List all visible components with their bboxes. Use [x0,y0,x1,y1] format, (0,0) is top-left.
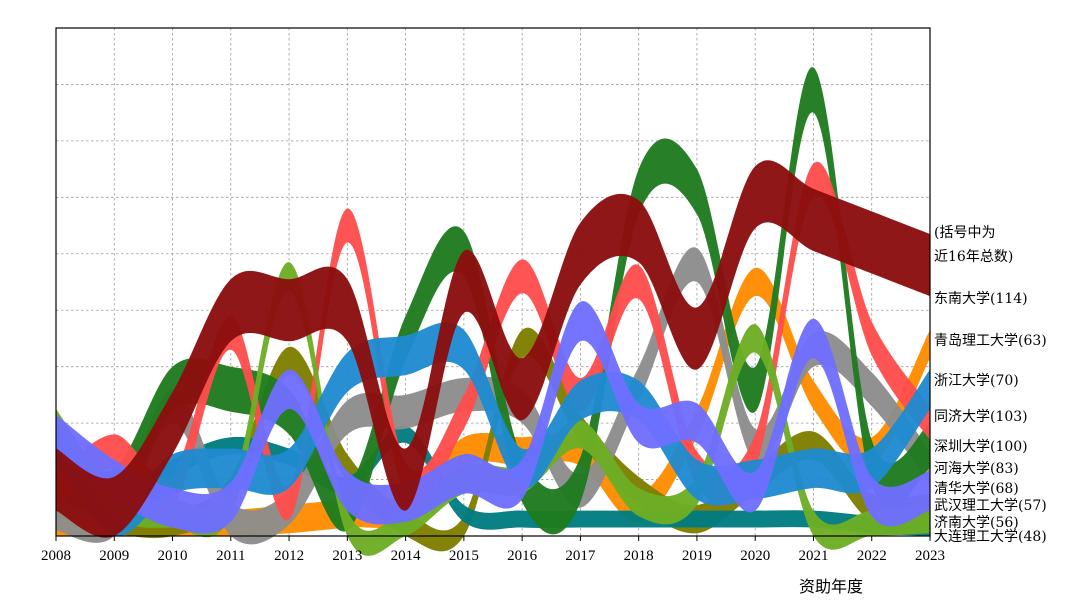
x-tick-label: 2012 [274,548,304,564]
series-label: 清华大学(68) [934,481,1019,497]
x-tick-label: 2009 [99,548,129,564]
plot-frame [55,27,931,537]
x-tick-label: 2013 [332,548,362,564]
x-tick-label: 2019 [682,548,712,564]
x-axis-ticks: 2008 2009 2010 2011 2012 2013 2014 2015 2016 2017… [41,536,945,564]
x-axis-title: 资助年度 [799,577,863,596]
series-label: 东南大学(114) [934,291,1028,307]
series-labels: 东南大学(114) 青岛理工大学(63) 浙江大学(70) 同济大学(103) 深圳大学… [934,291,1047,545]
x-tick-label: 2008 [41,548,71,564]
series-band [56,160,930,538]
series-label: 河海大学(83) [934,461,1019,477]
series-band [56,262,930,556]
x-tick-label: 2021 [798,548,828,564]
series-label: 武汉理工大学(57) [934,498,1047,514]
note-line-2: 近16年总数) [934,249,1013,265]
series-label: 济南大学(56) [934,515,1019,531]
x-tick-label: 2014 [391,548,422,564]
series-label: 同济大学(103) [934,409,1028,425]
x-tick-label: 2011 [216,548,245,564]
note-line-1: (括号中为 [934,225,995,241]
x-tick-label: 2016 [507,548,538,564]
series-label: 大连理工大学(48) [934,529,1047,545]
series-band [56,322,930,537]
x-tick-label: 2015 [449,548,479,564]
x-tick-label: 2018 [624,548,654,564]
series-band [56,301,930,534]
series-bands [56,67,930,556]
x-tick-label: 2020 [740,548,770,564]
x-tick-label: 2010 [158,548,188,564]
x-tick-label: 2023 [915,548,945,564]
series-label: 深圳大学(100) [934,439,1028,455]
x-tick-label: 2022 [857,548,887,564]
series-band [56,425,930,536]
x-tick-label: 2017 [565,548,596,564]
series-label: 青岛理工大学(63) [934,333,1047,349]
series-label: 浙江大学(70) [934,373,1019,389]
